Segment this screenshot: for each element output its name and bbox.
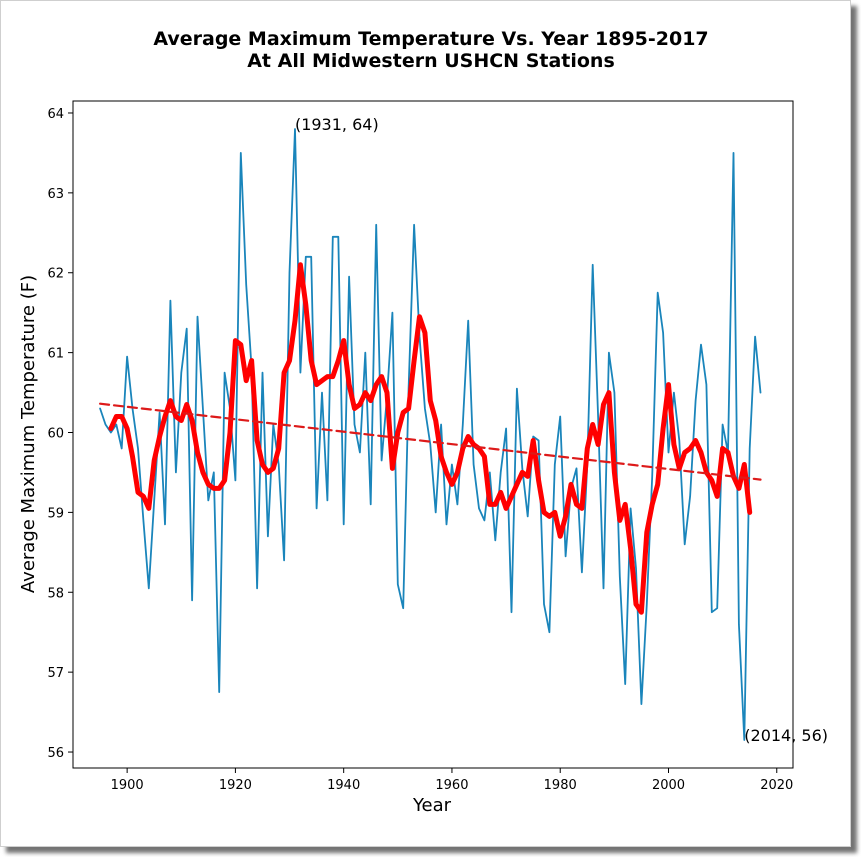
y-tick-label: 62 [47, 267, 64, 282]
y-tick-label: 59 [47, 506, 64, 521]
annotation-label: (1931, 64) [295, 115, 379, 134]
plot-content [98, 128, 762, 741]
y-tick-label: 57 [47, 666, 64, 681]
x-tick-label: 2020 [760, 778, 793, 793]
chart-title: Average Maximum Temperature Vs. Year 189… [153, 28, 708, 50]
y-tick-label: 61 [47, 347, 64, 362]
y-axis-ticks: 56 57 58 59 60 61 62 63 64 [47, 107, 73, 761]
smoothed-series-line [108, 262, 753, 615]
plot-area-frame [72, 100, 794, 769]
x-axis-label: Year [412, 795, 452, 816]
x-tick-label: 1900 [111, 778, 144, 793]
annotations: (1931, 64) (2014, 56) [295, 115, 828, 745]
x-tick-label: 1940 [327, 778, 360, 793]
y-tick-label: 63 [47, 187, 64, 202]
y-tick-label: 64 [47, 107, 64, 122]
y-axis-label: Average Maximum Temperature (F) [18, 275, 39, 593]
chart-subtitle: At All Midwestern USHCN Stations [247, 50, 615, 72]
x-axis-ticks: 1900 1920 1940 1960 1980 2000 2020 [111, 768, 793, 793]
x-tick-label: 1960 [435, 778, 468, 793]
y-tick-label: 56 [47, 746, 64, 761]
x-tick-label: 1980 [544, 778, 577, 793]
annotation-label: (2014, 56) [744, 726, 828, 745]
x-tick-label: 2000 [652, 778, 685, 793]
figure-frame [0, 0, 851, 847]
x-tick-label: 1920 [219, 778, 252, 793]
y-tick-label: 60 [47, 427, 64, 442]
y-tick-label: 58 [47, 586, 64, 601]
trend-line [98, 402, 762, 481]
